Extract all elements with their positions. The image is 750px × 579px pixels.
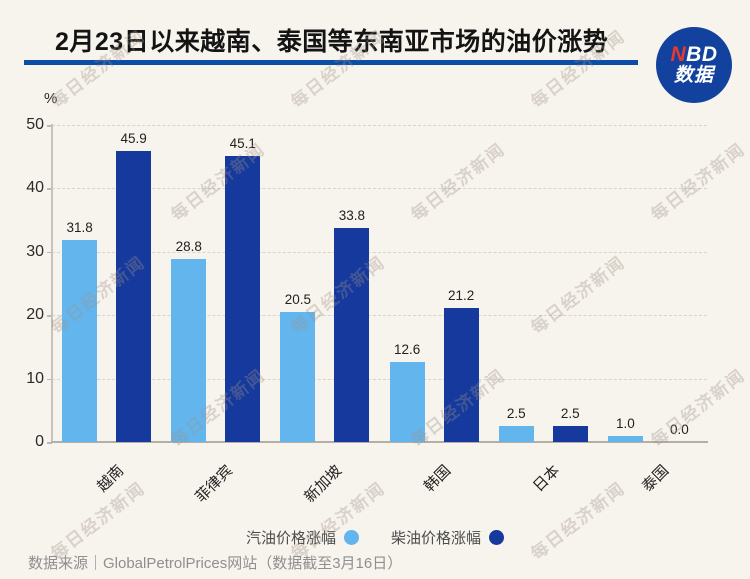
- legend: 汽油价格涨幅 柴油价格涨幅: [0, 527, 750, 548]
- bar-diesel: [552, 426, 588, 442]
- bar-group-4: 12.6 21.2 韩国: [380, 125, 489, 495]
- y-axis-tick-mark: [47, 315, 52, 317]
- x-axis-label: 韩国: [420, 462, 455, 496]
- y-axis-tick-mark: [47, 251, 52, 254]
- nbd-logo: NBD 数据: [656, 27, 732, 103]
- y-axis-tick-label: 10: [26, 369, 44, 387]
- bar-gasoline: [280, 312, 316, 442]
- bar-value-label: 1.0: [616, 415, 635, 431]
- bar-gasoline: [62, 240, 98, 442]
- gridline: [52, 251, 707, 253]
- watermark-text: 每日经济新闻: [47, 478, 149, 564]
- bar-value-label: 31.8: [66, 220, 93, 236]
- bar-gasoline: [607, 435, 643, 442]
- legend-item-gasoline: 汽油价格涨幅: [246, 527, 359, 548]
- gridline: [52, 188, 707, 190]
- legend-dot-gasoline: [344, 530, 359, 545]
- bar-value-label: 28.8: [175, 239, 202, 255]
- gridline: [52, 125, 707, 126]
- bar-group-6: 1.0 0.0 泰国: [598, 125, 707, 495]
- x-axis-line: [51, 441, 708, 443]
- bar-value-label: 12.6: [393, 342, 421, 358]
- nbd-logo-bd: BD: [686, 43, 718, 66]
- plot-area: 31.8 45.9 越南 28.8 45.1 菲律宾 20.5 33.8 新加坡 12.6 21.2…: [52, 125, 707, 506]
- x-axis-label: 越南: [93, 462, 127, 496]
- bar-value-label: 2.5: [560, 406, 580, 422]
- y-axis-tick-label: 20: [26, 306, 44, 324]
- y-axis-tick-mark: [47, 442, 52, 444]
- page-title: 2月23日以来越南、泰国等东南亚市场的油价涨势: [55, 28, 609, 56]
- legend-label-gasoline: 汽油价格涨幅: [245, 530, 336, 547]
- bar-gasoline: [389, 362, 425, 442]
- legend-item-diesel: 柴油价格涨幅: [391, 527, 505, 548]
- y-axis-tick-mark: [47, 378, 52, 381]
- bar-group-1: 31.8 45.9 越南: [52, 125, 161, 495]
- title-underline: [24, 60, 638, 65]
- y-axis-unit-label: %: [44, 90, 58, 107]
- bar-value-label: 45.1: [229, 136, 256, 152]
- bar-gasoline: [171, 259, 207, 442]
- bar-value-label: 2.5: [506, 406, 526, 422]
- x-axis-label: 日本: [530, 462, 564, 496]
- legend-dot-diesel: [489, 530, 505, 545]
- bar-value-label: 20.5: [284, 292, 312, 308]
- bar-group-3: 20.5 33.8 新加坡: [270, 125, 379, 506]
- bar-value-label: 45.9: [120, 131, 147, 146]
- y-axis-line: [51, 124, 53, 442]
- legend-label-diesel: 柴油价格涨幅: [391, 530, 482, 547]
- y-axis-tick-label: 40: [26, 179, 44, 197]
- y-axis-tick-mark: [47, 125, 52, 127]
- y-axis-tick-label: 0: [35, 433, 44, 450]
- bar-diesel: [225, 156, 261, 442]
- nbd-logo-n: N: [670, 43, 687, 66]
- bar-value-label: 0.0: [670, 422, 689, 437]
- x-axis-label: 菲律宾: [192, 462, 236, 506]
- y-axis-tick-mark: [47, 188, 52, 190]
- gridline: [52, 378, 707, 380]
- bar-diesel: [116, 151, 152, 442]
- bar-gasoline: [498, 426, 534, 442]
- nbd-logo-subtitle: 数据: [673, 65, 714, 87]
- bar-diesel: [334, 227, 370, 442]
- bar-value-label: 33.8: [338, 207, 366, 223]
- watermark-text: 每日经济新闻: [287, 478, 389, 564]
- x-axis-label: 泰国: [639, 462, 673, 496]
- bar-group-5: 2.5 2.5 日本: [489, 125, 598, 495]
- data-source-note: 数据来源｜GlobalPetrolPrices网站（数据截至3月16日）: [28, 555, 403, 572]
- y-axis-tick-label: 30: [26, 242, 44, 260]
- gridline: [52, 315, 707, 317]
- bar-group-2: 28.8 45.1 菲律宾: [161, 125, 270, 506]
- y-axis-tick-label: 50: [26, 116, 44, 133]
- bar-value-label: 21.2: [447, 287, 475, 303]
- x-axis-label: 新加坡: [301, 462, 346, 506]
- bar-diesel: [443, 307, 479, 442]
- nbd-logo-text: NBD: [670, 43, 718, 66]
